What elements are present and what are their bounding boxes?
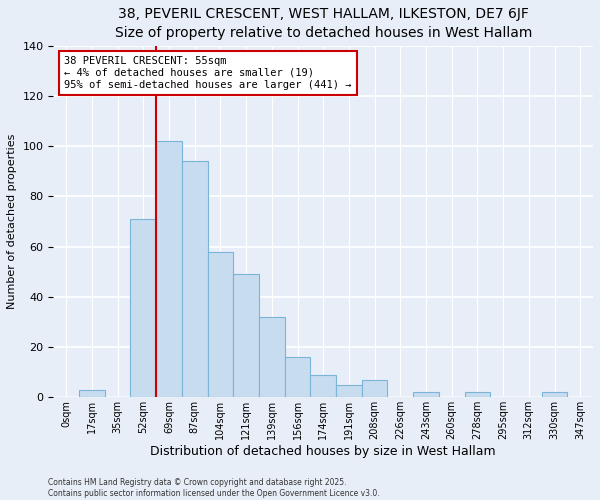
Text: Contains HM Land Registry data © Crown copyright and database right 2025.
Contai: Contains HM Land Registry data © Crown c… [48, 478, 380, 498]
Bar [259, 317, 284, 398]
Bar [542, 392, 568, 398]
Bar [130, 219, 156, 398]
Bar [284, 357, 310, 398]
Bar [310, 374, 336, 398]
Text: 38 PEVERIL CRESCENT: 55sqm
← 4% of detached houses are smaller (19)
95% of semi-: 38 PEVERIL CRESCENT: 55sqm ← 4% of detac… [64, 56, 352, 90]
Bar [156, 141, 182, 398]
Title: 38, PEVERIL CRESCENT, WEST HALLAM, ILKESTON, DE7 6JF
Size of property relative t: 38, PEVERIL CRESCENT, WEST HALLAM, ILKES… [115, 7, 532, 40]
X-axis label: Distribution of detached houses by size in West Hallam: Distribution of detached houses by size … [151, 445, 496, 458]
Bar [464, 392, 490, 398]
Bar [413, 392, 439, 398]
Bar [336, 385, 362, 398]
Bar [182, 162, 208, 398]
Bar [208, 252, 233, 398]
Y-axis label: Number of detached properties: Number of detached properties [7, 134, 17, 309]
Bar [79, 390, 105, 398]
Bar [233, 274, 259, 398]
Bar [362, 380, 388, 398]
